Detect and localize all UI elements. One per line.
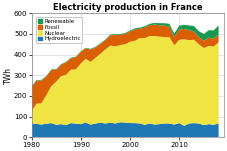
Title: Electricity production in France: Electricity production in France: [53, 3, 202, 13]
Y-axis label: TWh: TWh: [3, 67, 12, 84]
Legend: Renewable, Fossil, Nuclear, Hydroelectric: Renewable, Fossil, Nuclear, Hydroelectri…: [36, 17, 82, 43]
